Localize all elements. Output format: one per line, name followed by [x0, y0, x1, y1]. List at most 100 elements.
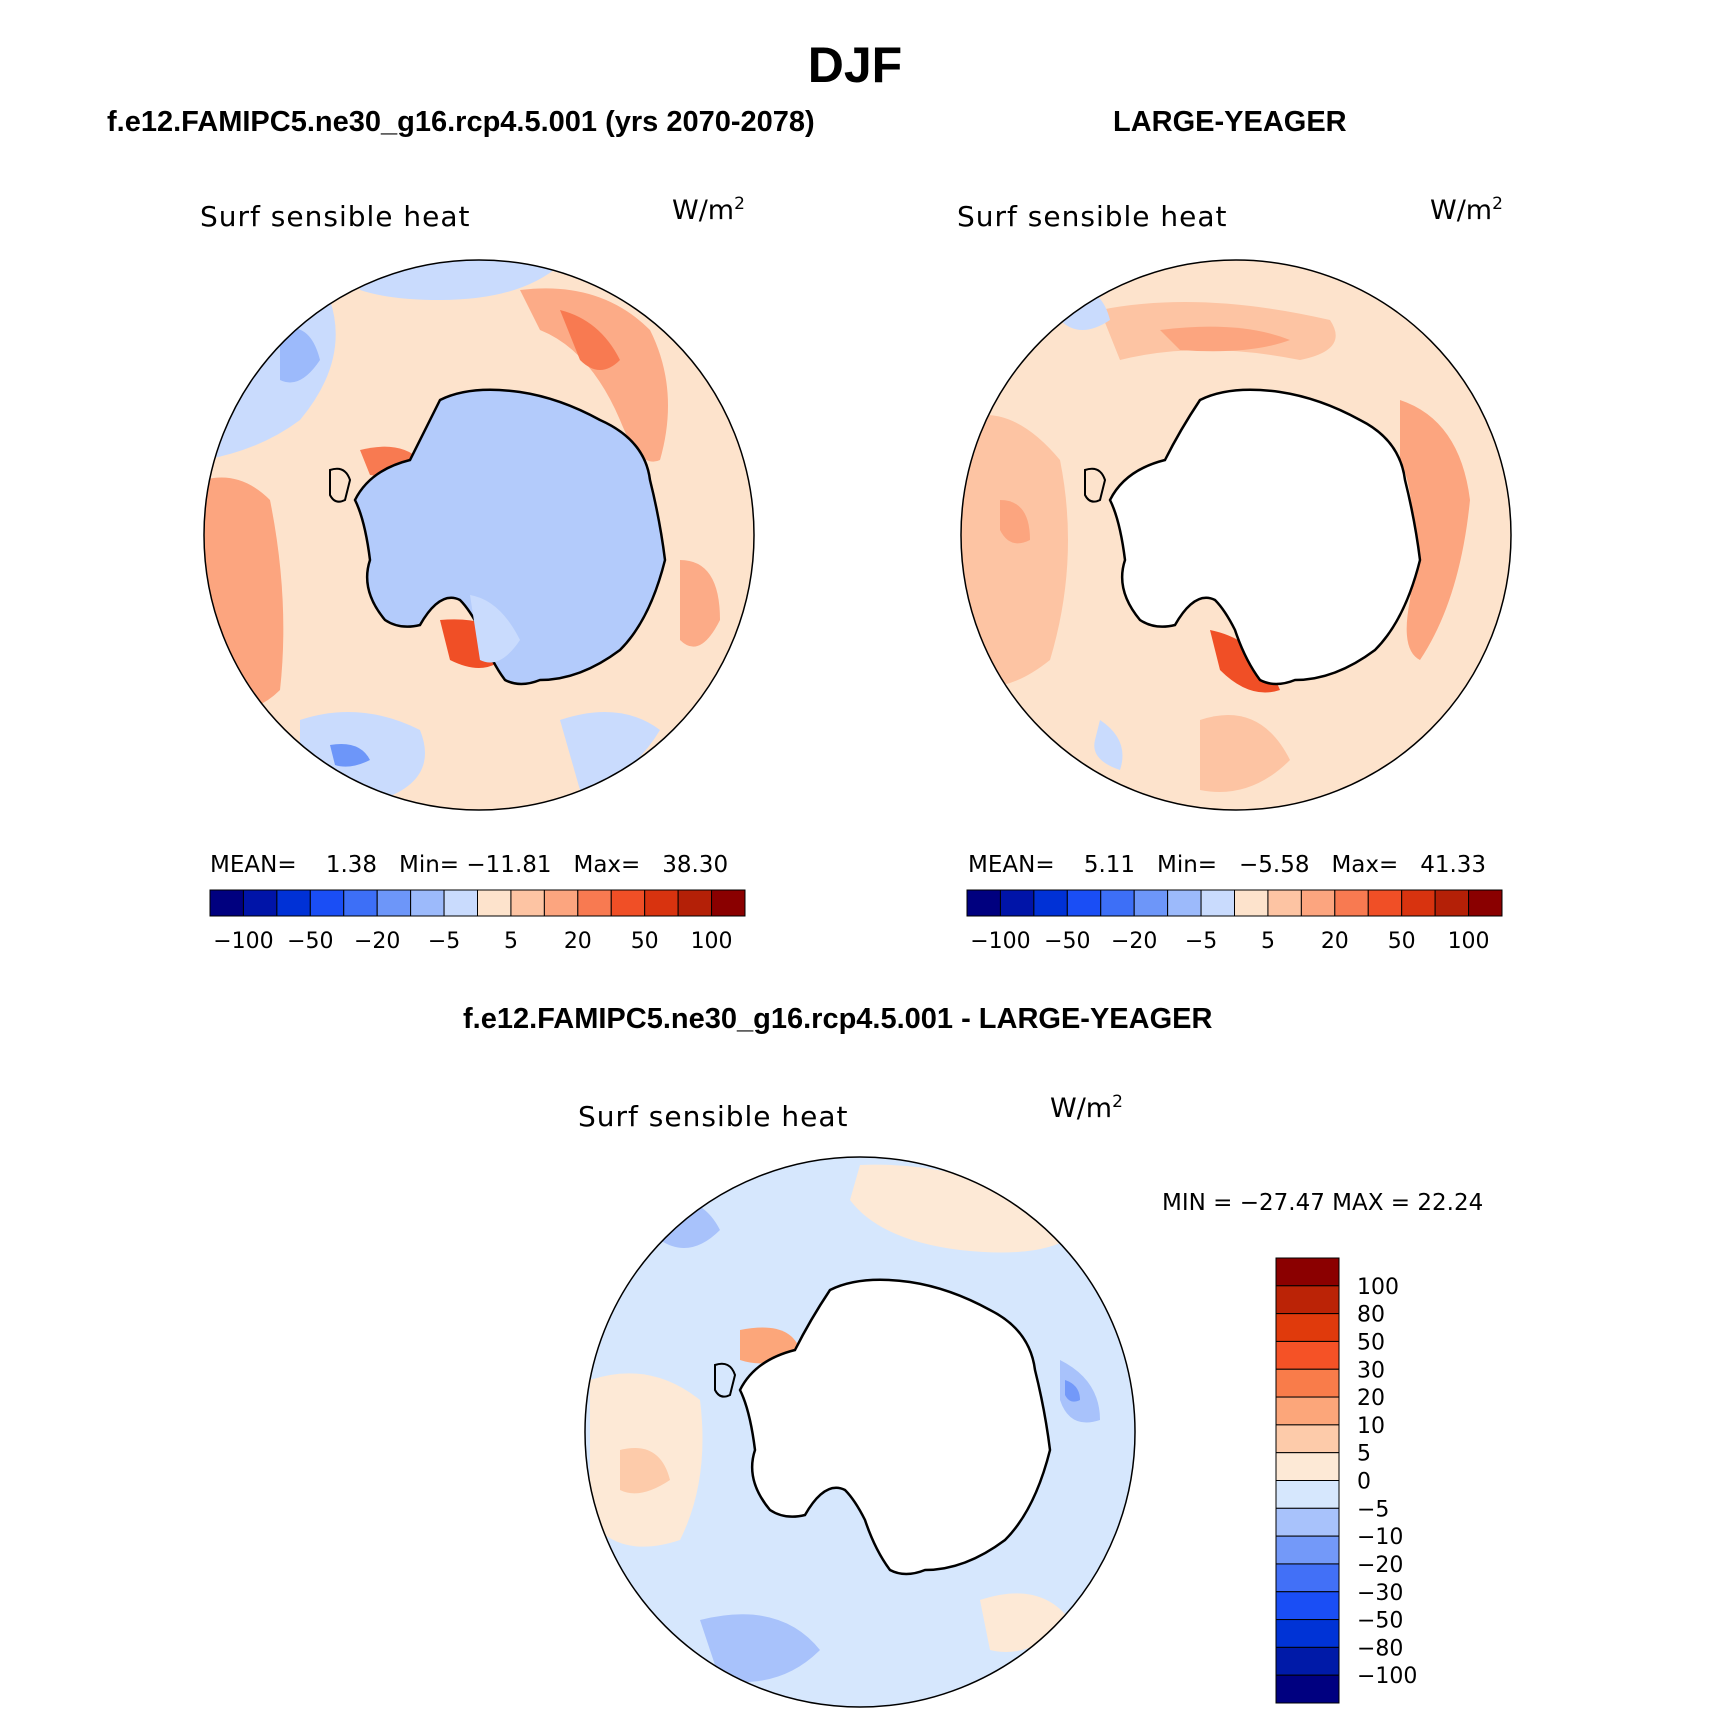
panel2-colorbar-cell	[1133, 889, 1169, 917]
panel2-colorbar-tick: 100	[1448, 929, 1490, 954]
panel1-colorbar-cell	[510, 889, 545, 917]
panel3-field-neg-east	[1060, 1360, 1100, 1423]
panel2-field-pos-east	[1400, 400, 1470, 660]
panel1-colorbar-tick: −50	[287, 929, 333, 954]
panel2-colorbar-tick: −50	[1044, 929, 1090, 954]
panel2-colorbar-tick: −5	[1185, 929, 1217, 954]
panel3-colorbar-cell	[1275, 1396, 1340, 1426]
colorbars: −100 −50 −20 −5 5 20 50 100 −100 −50 −20 −5 5 20 50 100…	[209, 889, 1503, 1704]
panel2-colorbar-cell	[999, 889, 1035, 917]
panel1-stats: MEAN= 1.38 Min= −11.81 Max= 38.30	[210, 852, 729, 878]
panel3-colorbar-tick: 5	[1357, 1442, 1371, 1467]
panel1-antarctica	[353, 388, 667, 686]
panel3-colorbar-cell	[1275, 1480, 1340, 1509]
panel3-colorbar-tick: 30	[1357, 1358, 1385, 1383]
panel1-colorbar-tick: −20	[354, 929, 400, 954]
panel3-field-neg-bottom	[700, 1614, 820, 1682]
panel1-colorbar-cell	[276, 889, 311, 917]
panel2-colorbar-cell	[1200, 889, 1235, 917]
panel3-title: f.e12.FAMIPC5.ne30_g16.rcp4.5.001 - LARG…	[463, 1003, 1213, 1035]
panel1-units: W/m2	[672, 194, 745, 226]
panel3-colorbar-cell	[1275, 1340, 1340, 1370]
panel1-colorbar-tick: 50	[631, 929, 659, 954]
panel1-variable-label: Surf sensible heat	[200, 200, 471, 233]
panel1-map	[203, 259, 755, 811]
panel2-colorbar-cell	[1100, 889, 1135, 917]
panel3-map-border	[584, 1156, 1136, 1708]
panel3-colorbar-tick: −10	[1357, 1525, 1403, 1550]
panel1-colorbar-cell	[443, 889, 478, 917]
panel1-field-pos-right	[680, 560, 720, 647]
panel1-field-neg-bottom-right	[560, 712, 660, 790]
panel3-colorbar-cell	[1275, 1619, 1340, 1648]
panel2-field-pos-west	[961, 415, 1068, 687]
panel2-map-border	[960, 259, 1512, 811]
panel2-colorbar-tick: 5	[1261, 929, 1275, 954]
panel3-colorbar-cell	[1275, 1313, 1340, 1342]
panel3-colorbar-cell	[1275, 1674, 1340, 1704]
panel2-colorbar-cell	[1033, 889, 1068, 917]
panel2-field-neg-bottom	[1094, 720, 1123, 770]
panel1-peninsula-coast	[329, 467, 352, 503]
panel2-colorbar-cell	[1468, 889, 1503, 917]
panel1-colorbar-tick: −100	[213, 929, 273, 954]
panel2-colorbar-cell	[1234, 889, 1269, 917]
panel2-peninsula-coast	[1084, 467, 1107, 503]
panel3-colorbar-cell	[1275, 1591, 1340, 1621]
panel3-colorbar-cell	[1275, 1257, 1340, 1287]
panel3-peninsula-coast	[714, 1362, 737, 1398]
panel3-colorbar-tick: 100	[1357, 1275, 1399, 1300]
panel1-colorbar-cell	[644, 889, 679, 917]
panel2-map	[960, 259, 1512, 811]
panel3-colorbar-cell	[1275, 1452, 1340, 1481]
panel3-colorbar-cell	[1275, 1563, 1340, 1593]
panel2-field-pos-north-core	[1160, 326, 1290, 352]
panel1-colorbar-cell	[309, 889, 345, 917]
panel2-colorbar-tick: 20	[1321, 929, 1349, 954]
panel2-field-pos-bottom	[1200, 715, 1290, 792]
panel3-colorbar-tick: −30	[1357, 1581, 1403, 1606]
panel3-field-pos-north	[850, 1164, 1080, 1253]
panel3-variable-label: Surf sensible heat	[578, 1100, 849, 1133]
panel1-field-pos-east-core	[560, 310, 620, 370]
panel1-field-neg-bottom-core	[330, 744, 370, 767]
panel2-colorbar-cell	[1066, 889, 1102, 917]
panel3-colorbar-tick: −20	[1357, 1553, 1403, 1578]
panel3-colorbar-tick: −50	[1357, 1609, 1403, 1634]
panel1-colorbar-cell	[242, 889, 278, 917]
panel2-colorbar-cell	[1167, 889, 1202, 917]
panel2-colorbar-tick: −100	[970, 929, 1030, 954]
panel2-field-pos-west-core	[1000, 500, 1030, 544]
panel3-units: W/m2	[1050, 1092, 1123, 1124]
figure-title: DJF	[807, 37, 903, 93]
panel1-field-pos-east	[520, 288, 668, 462]
panel1-colorbar-cell	[343, 889, 378, 917]
panel3-colorbar-cell	[1275, 1646, 1340, 1676]
panel3-colorbar-tick: 20	[1357, 1386, 1385, 1411]
panel3-colorbar-cell	[1275, 1535, 1340, 1565]
panel1-map-border	[203, 259, 755, 811]
panel3-colorbar-tick: 80	[1357, 1303, 1385, 1328]
panel2-title: LARGE-YEAGER	[1113, 106, 1347, 138]
panel3-colorbar-cell	[1275, 1507, 1340, 1537]
panel2-units: W/m2	[1430, 194, 1503, 226]
panel3-colorbar-tick: 0	[1357, 1470, 1371, 1495]
panel3-stats: MIN = −27.47 MAX = 22.24	[1162, 1190, 1484, 1216]
panel2-antarctica	[1108, 388, 1422, 686]
panel2-colorbar-cell	[1300, 889, 1336, 917]
panel1-colorbar-cell	[543, 889, 579, 917]
panel1-colorbar-tick: 100	[691, 929, 733, 954]
panel1-colorbar-tick: −5	[428, 929, 460, 954]
panel2-colorbar-tick: −20	[1111, 929, 1157, 954]
panel1-colorbar-tick: 20	[564, 929, 592, 954]
panel3-colorbar-tick: −80	[1357, 1636, 1403, 1661]
panel1-title: f.e12.FAMIPC5.ne30_g16.rcp4.5.001 (yrs 2…	[107, 106, 815, 138]
panel1-colorbar-cell	[209, 889, 244, 917]
panel1-colorbar-cell	[477, 889, 512, 917]
panel1-colorbar-cell	[677, 889, 713, 917]
panel1-field-neg-core	[280, 328, 320, 383]
panel3-field-pos-west-core	[620, 1448, 670, 1494]
panel3-antarctica	[738, 1278, 1052, 1576]
panel1-colorbar-cell	[711, 889, 746, 917]
